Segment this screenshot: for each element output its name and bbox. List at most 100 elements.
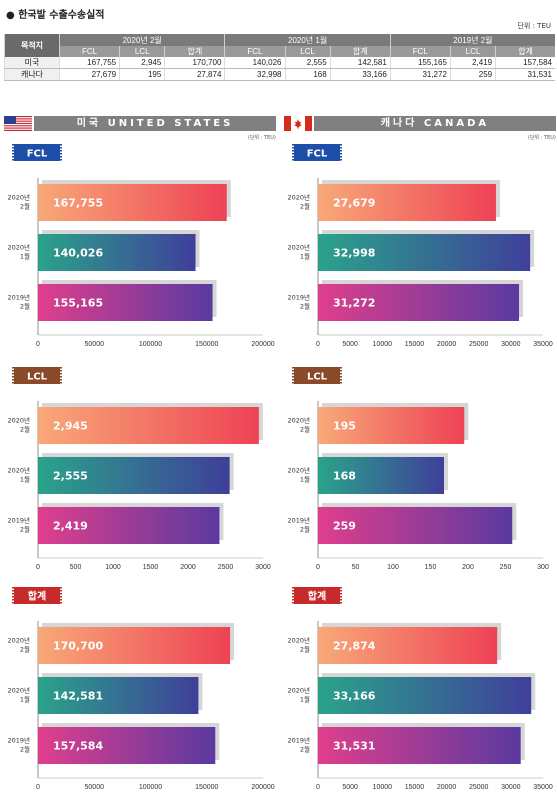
bar-value-label: 27,679 — [333, 197, 375, 210]
section-badge-label: LCL — [27, 372, 48, 383]
category-label-part: 2월 — [300, 525, 310, 534]
table-cell: 155,165 — [389, 57, 451, 69]
category-label: 2020년 2월 — [7, 636, 30, 654]
x-tick-label: 200000 — [251, 784, 274, 791]
badge-edge — [340, 376, 342, 378]
bar-value-label: 2,555 — [53, 470, 88, 483]
section-badge-label: LCL — [307, 372, 328, 383]
badge-edge — [340, 590, 342, 592]
sub-header: FCL — [224, 46, 285, 57]
badge-edge — [12, 153, 14, 155]
bar-value-label: 31,531 — [333, 740, 375, 753]
x-tick-label: 2000 — [180, 564, 196, 571]
x-tick-label: 30000 — [501, 341, 521, 348]
bar — [38, 627, 231, 664]
badge-edge — [60, 596, 62, 598]
category-label-part: 2월 — [300, 745, 310, 754]
badge-edge — [292, 376, 294, 378]
sub-header: FCL — [389, 46, 451, 57]
category-label-part: 1월 — [300, 252, 310, 261]
x-tick-label: 500 — [70, 564, 82, 571]
unit-note-us: (단위 : TEU) — [248, 135, 276, 141]
badge-edge — [60, 159, 62, 161]
category-label: 2020년 1월 — [287, 466, 310, 484]
section-badge-bg — [14, 367, 60, 384]
bar — [318, 507, 513, 544]
section-badge: FCL — [12, 144, 62, 161]
badge-edge — [340, 382, 342, 384]
country-banner-canada: 캐나다 CANADA — [314, 116, 556, 131]
dest-cell: 미국 — [4, 57, 60, 69]
category-label-part: 2월 — [20, 425, 30, 434]
section-badge-label: 합계 — [28, 590, 46, 603]
badge-edge — [292, 150, 294, 152]
badge-edge — [292, 373, 294, 375]
bar — [318, 407, 465, 444]
badge-edge — [292, 156, 294, 158]
x-tick-label: 0 — [36, 784, 40, 791]
badge-edge — [60, 373, 62, 375]
bar — [38, 507, 220, 544]
badge-edge — [12, 156, 14, 158]
badge-edge — [340, 153, 342, 155]
category-label-part: 2020년 — [287, 686, 310, 695]
badge-edge — [60, 147, 62, 149]
section-badge-bg — [14, 587, 60, 604]
bar-value-label: 140,026 — [53, 247, 103, 260]
x-tick-label: 50000 — [85, 784, 105, 791]
group-header: 2020년 2월 — [58, 34, 225, 46]
x-tick-label: 50000 — [85, 341, 105, 348]
category-label-part: 2020년 — [287, 243, 310, 252]
x-tick-label: 100 — [387, 564, 399, 571]
table-cell: 27,874 — [164, 68, 225, 81]
badge-edge — [60, 367, 62, 369]
badge-edge — [60, 370, 62, 372]
x-tick-label: 20000 — [437, 784, 457, 791]
bar-value-label: 2,945 — [53, 420, 88, 433]
badge-edge — [340, 144, 342, 146]
category-label-part: 2020년 — [287, 636, 310, 645]
x-tick-label: 15000 — [405, 341, 425, 348]
us-flag-icon — [4, 116, 32, 131]
bar-value-label: 155,165 — [53, 297, 103, 310]
badge-edge — [340, 370, 342, 372]
x-tick-label: 0 — [36, 341, 40, 348]
x-tick-label: 5000 — [342, 784, 358, 791]
bar — [38, 407, 259, 444]
bar-value-label: 33,166 — [333, 690, 376, 703]
category-label: 2019년 2월 — [287, 516, 310, 534]
category-label-part: 1월 — [20, 475, 30, 484]
x-tick-label: 5000 — [342, 341, 358, 348]
section-badge-label: 합계 — [308, 590, 326, 603]
category-label: 2019년 2월 — [7, 516, 30, 534]
category-label-part: 2월 — [20, 302, 30, 311]
unit-note-canada: (단위 : TEU) — [528, 135, 556, 141]
badge-edge — [340, 367, 342, 369]
table-cell: 259 — [449, 68, 496, 81]
category-label-part: 2020년 — [287, 466, 310, 475]
x-tick-label: 150000 — [195, 341, 218, 348]
sub-header: LCL — [449, 46, 496, 57]
badge-edge — [292, 367, 294, 369]
x-tick-label: 250 — [500, 564, 512, 571]
table-cell: 31,272 — [389, 68, 451, 81]
section-badge: 합계 — [292, 587, 342, 604]
category-label: 2020년 2월 — [287, 416, 310, 434]
section-badge-label: FCL — [27, 149, 48, 160]
group-header: 2020년 1월 — [224, 34, 391, 46]
badge-edge — [292, 159, 294, 161]
x-tick-label: 100000 — [139, 784, 162, 791]
badge-edge — [12, 376, 14, 378]
table-cell: 2,419 — [449, 57, 496, 69]
badge-edge — [340, 156, 342, 158]
category-label-part: 2020년 — [7, 243, 30, 252]
bar-value-label: 259 — [333, 520, 356, 533]
bar-value-label: 31,272 — [333, 297, 375, 310]
category-label: 2020년 2월 — [7, 416, 30, 434]
table-cell: 195 — [119, 68, 165, 81]
badge-edge — [292, 596, 294, 598]
category-label-part: 2월 — [20, 202, 30, 211]
x-tick-label: 0 — [316, 564, 320, 571]
